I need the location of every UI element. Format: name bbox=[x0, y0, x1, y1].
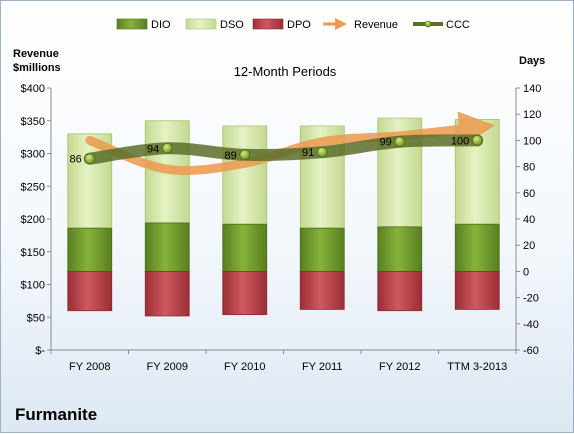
ccc-data-label: 99 bbox=[380, 137, 392, 149]
left-axis-tick-label: $300 bbox=[21, 149, 45, 161]
ccc-point bbox=[84, 153, 96, 165]
bar-dio bbox=[377, 226, 423, 272]
left-axis-tick-label: $150 bbox=[21, 247, 45, 259]
legend-label-revenue: Revenue bbox=[354, 19, 398, 31]
data-labels: 86 94 89 91 99 100 bbox=[70, 135, 470, 165]
right-axis-tick-label: 100 bbox=[523, 135, 541, 147]
legend-item-revenue: Revenue bbox=[323, 18, 398, 31]
ccc-data-label: 89 bbox=[225, 150, 237, 162]
ccc-data-label: 94 bbox=[147, 143, 159, 155]
right-axis-tick-label: 0 bbox=[523, 266, 529, 278]
x-axis-tick-label: TTM 3-2013 bbox=[447, 361, 507, 373]
bar-dpo bbox=[454, 270, 500, 310]
right-axis-tick-label: -20 bbox=[523, 293, 539, 305]
bar-dpo bbox=[377, 270, 423, 312]
ccc-point bbox=[239, 149, 251, 161]
left-axis-tick-label: $350 bbox=[21, 116, 45, 128]
legend-item-dso: DSO bbox=[185, 18, 244, 31]
right-axis-tick-label: -40 bbox=[523, 319, 539, 331]
ccc-point bbox=[316, 146, 328, 158]
ccc-point bbox=[161, 142, 173, 154]
ccc-data-label: 86 bbox=[70, 154, 82, 166]
left-axis-tick-label: $200 bbox=[21, 214, 45, 226]
bar-dio bbox=[222, 223, 268, 272]
bar-dio bbox=[454, 223, 500, 272]
right-axis-tick-label: 120 bbox=[523, 109, 541, 121]
legend-label-ccc: CCC bbox=[446, 19, 470, 31]
legend-item-ccc: CCC bbox=[413, 19, 470, 31]
right-axis-tick-label: 40 bbox=[523, 214, 535, 226]
left-axis-tick-label: $50 bbox=[27, 312, 45, 324]
x-axis-tick-label: FY 2008 bbox=[69, 361, 110, 373]
legend-item-dio: DIO bbox=[116, 18, 171, 31]
right-axis-tick-label: -60 bbox=[523, 345, 539, 357]
ccc-point bbox=[394, 136, 406, 148]
left-axis-title-line2: $millions bbox=[13, 62, 61, 74]
company-name: Furmanite bbox=[15, 405, 98, 424]
left-axis-tick-label: $250 bbox=[21, 181, 45, 193]
left-axis-title-line1: Revenue bbox=[13, 48, 59, 60]
ccc-data-label: 91 bbox=[302, 147, 314, 159]
ccc-line bbox=[83, 134, 484, 165]
ccc-data-label: 100 bbox=[451, 135, 469, 147]
bar-dio bbox=[299, 227, 345, 272]
bar-dio bbox=[67, 227, 113, 272]
right-axis-tick-label: 140 bbox=[523, 83, 541, 95]
chart-subtitle: 12-Month Periods bbox=[234, 64, 337, 79]
bar-dio bbox=[144, 222, 190, 272]
left-axis-tick-label: $- bbox=[35, 345, 45, 357]
left-axis-tick-label: $400 bbox=[21, 83, 45, 95]
x-axis-tick-label: FY 2009 bbox=[147, 361, 188, 373]
legend-label-dpo: DPO bbox=[287, 19, 311, 31]
legend-label-dso: DSO bbox=[220, 19, 244, 31]
legend: DIO DSO DPO Revenue CCC bbox=[116, 18, 470, 31]
legend-label-dio: DIO bbox=[151, 19, 171, 31]
bar-dpo bbox=[144, 270, 190, 317]
legend-item-dpo: DPO bbox=[252, 18, 311, 31]
x-axis-tick-label: FY 2010 bbox=[224, 361, 265, 373]
ccc-point bbox=[471, 134, 483, 146]
axes: $- $50 $100 $150 $200 $250 $300 $350 $400 -60 -40 -… bbox=[21, 83, 542, 373]
right-axis-tick-label: 60 bbox=[523, 188, 535, 200]
bar-dpo bbox=[222, 270, 268, 316]
bar-dpo bbox=[299, 270, 345, 310]
right-axis-tick-label: 80 bbox=[523, 162, 535, 174]
series-lines bbox=[83, 111, 496, 176]
bar-dpo bbox=[67, 270, 113, 312]
x-axis-tick-label: FY 2012 bbox=[379, 361, 420, 373]
x-axis-tick-label: FY 2011 bbox=[302, 361, 343, 373]
right-axis-tick-label: 20 bbox=[523, 240, 535, 252]
right-axis-title: Days bbox=[519, 55, 545, 67]
bar-dso bbox=[222, 125, 268, 225]
left-axis-tick-label: $100 bbox=[21, 280, 45, 292]
